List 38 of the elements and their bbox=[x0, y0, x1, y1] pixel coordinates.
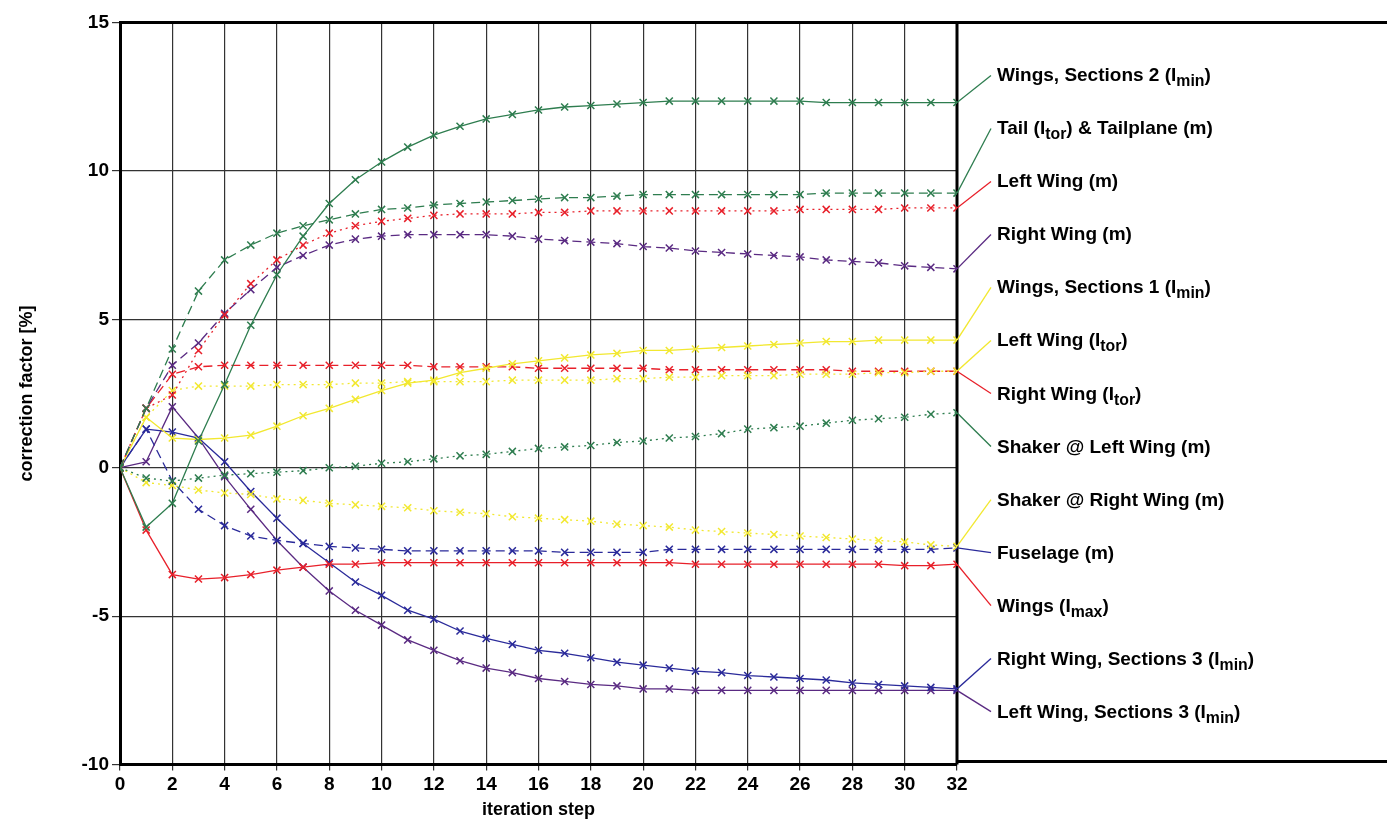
x-tick-label: 4 bbox=[219, 773, 231, 795]
y-tick-label: 5 bbox=[98, 307, 110, 329]
text: Tail (I$_{tor}$) & Tailplane (m) bbox=[997, 116, 1213, 145]
text: Shaker @ Left Wing (m) bbox=[997, 434, 1211, 459]
x-tick-label: 26 bbox=[789, 773, 811, 795]
y-axis-title: correction factor [%] bbox=[15, 305, 36, 482]
text: Left Wing (m) bbox=[997, 169, 1119, 194]
x-tick-label: 8 bbox=[323, 773, 335, 795]
x-tick-label: 28 bbox=[841, 773, 863, 795]
text: Wings (I$_{max}$) bbox=[997, 593, 1109, 622]
text: Right Wing, Sections 3 (I$_{min}$) bbox=[997, 646, 1255, 675]
y-tick-label: -10 bbox=[81, 752, 109, 774]
x-tick-label: 18 bbox=[580, 773, 602, 795]
legend-label: Wings, Sections 2 (I$_{min}$) bbox=[997, 63, 1211, 92]
x-tick-label: 16 bbox=[527, 773, 550, 795]
text: Wings, Sections 1 (I$_{min}$) bbox=[997, 275, 1211, 304]
x-tick-label: 10 bbox=[370, 773, 393, 795]
text: Right Wing (m) bbox=[997, 222, 1132, 247]
x-tick-label: 2 bbox=[167, 773, 178, 795]
x-axis-title: iteration step bbox=[481, 799, 596, 820]
y-tick-label: 0 bbox=[98, 455, 109, 477]
x-tick-label: 30 bbox=[894, 773, 916, 795]
legend-label: Right Wing (I$_{tor}$) bbox=[997, 381, 1142, 410]
y-tick-label: 15 bbox=[87, 10, 110, 32]
x-tick-label: 14 bbox=[475, 773, 498, 795]
legend-label: Left Wing, Sections 3 (I$_{min}$) bbox=[997, 699, 1241, 728]
text: Left Wing (I$_{tor}$) bbox=[997, 328, 1128, 357]
x-tick-label: 22 bbox=[684, 773, 707, 795]
y-tick-label: -5 bbox=[92, 604, 110, 626]
text: Shaker @ Right Wing (m) bbox=[997, 487, 1225, 512]
x-tick-label: 6 bbox=[271, 773, 283, 795]
x-tick-label: 0 bbox=[114, 773, 126, 795]
x-tick-label: 12 bbox=[423, 773, 445, 795]
legend-label: Fuselage (m) bbox=[997, 540, 1115, 565]
x-tick-label: 32 bbox=[946, 773, 968, 795]
y-tick-label: 10 bbox=[87, 159, 109, 181]
x-tick-label: 20 bbox=[632, 773, 654, 795]
x-tick-label: 24 bbox=[737, 773, 759, 795]
